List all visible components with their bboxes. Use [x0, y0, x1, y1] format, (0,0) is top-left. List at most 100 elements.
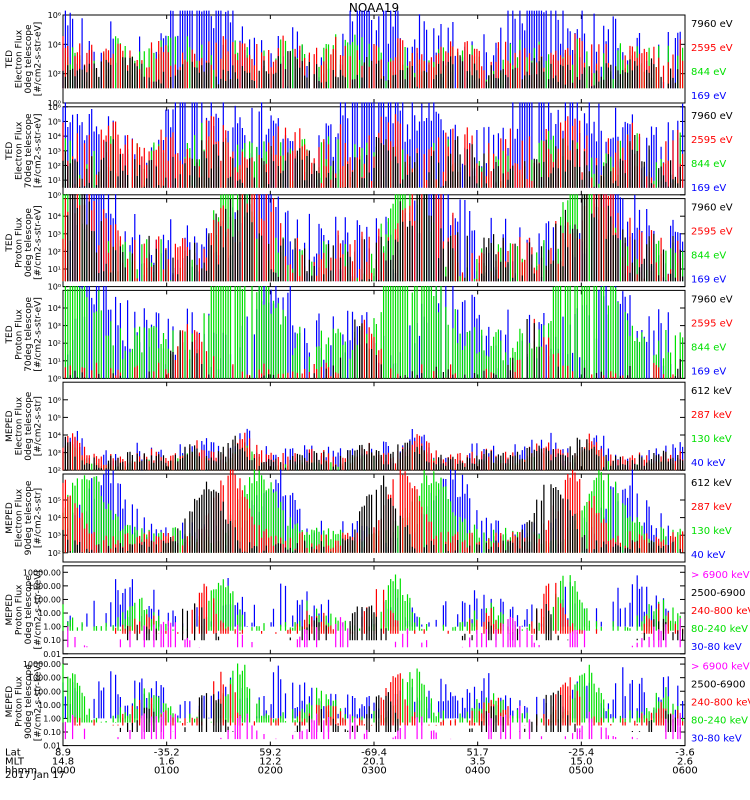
- ylabel-line: [#/cm2-s-str]: [34, 488, 44, 548]
- ytick-label: 10⁶: [48, 11, 61, 20]
- series-2595-ev: [64, 318, 681, 379]
- series-ticks: [127, 603, 684, 641]
- ylabel-line: MEPED: [5, 410, 15, 442]
- legend-entry: 844 eV: [691, 342, 726, 353]
- ylabel-line: [#/cm2-s-str]: [34, 396, 44, 456]
- panel-4: TED Proton Flux 70deg telescope [#/cm2-s-st…: [5, 286, 733, 383]
- legend-entry: 40 keV: [691, 458, 725, 469]
- ylabel-line: [#/cm2-s-str-eV]: [34, 114, 44, 189]
- ylabel-line: [#/cm2-s-str-eV]: [34, 22, 44, 97]
- ytick-label: 10³: [48, 230, 61, 239]
- ylabel-line: [#/cm2-s-str-eV]: [34, 205, 44, 280]
- ytick-label: 0.10: [43, 636, 61, 645]
- legend-entry: 844 eV: [691, 67, 726, 78]
- ytick-label: 10²: [48, 247, 61, 256]
- panel-7: MEPED Proton Flux 0deg telescope [#/cm2-s-s…: [5, 565, 750, 659]
- x-tick-lat: -3.6: [675, 748, 695, 759]
- legend-entry: 30-80 keV: [691, 642, 742, 653]
- ytick-label: 10⁰: [48, 191, 61, 200]
- panel-2: TED Electron Flux 70deg telescope [#/cm2-s-…: [5, 102, 733, 200]
- legend-entry: 2595 eV: [691, 227, 733, 238]
- ytick-label: 10²: [48, 549, 61, 558]
- ytick-label: 10⁴: [48, 431, 61, 440]
- ylabel-line: [#/cm2-s-str-eV]: [34, 297, 44, 372]
- x-tick-time: 0400: [465, 766, 490, 777]
- ytick-label: 100.00: [33, 687, 61, 696]
- legend-entry: 240-800 keV: [691, 606, 750, 617]
- ytick-label: 10⁶: [48, 396, 61, 405]
- x-tick-time: 0200: [258, 766, 283, 777]
- ylabel-line: Electron Flux: [15, 121, 25, 180]
- ytick-label: 10³: [48, 147, 61, 156]
- panel-ylabel: MEPED Proton Flux 90deg telescope [#/cm2-s-…: [5, 662, 44, 741]
- legend-entry: 612 keV: [691, 386, 732, 397]
- panel-ylabel: MEPED Electron Flux 0deg telescope [#/cm2-s…: [5, 391, 44, 461]
- panel-ylabel: TED Electron Flux 70deg telescope [#/cm2-s-…: [5, 113, 44, 188]
- x-tick-mlt: 14.8: [52, 757, 74, 768]
- legend-entry: 844 eV: [691, 159, 726, 170]
- legend-entry: 80-240 keV: [691, 624, 748, 635]
- ytick-label: 10⁵: [48, 413, 61, 422]
- series-ticks: [119, 690, 681, 732]
- legend-entry: 240-800 keV: [691, 698, 750, 709]
- ylabel-line: TED: [5, 325, 15, 344]
- ylabel-line: 0deg telescope: [24, 575, 34, 645]
- panel-ylabel: TED Proton Flux 70deg telescope [#/cm2-s-st…: [5, 297, 44, 372]
- panel-5: MEPED Electron Flux 0deg telescope [#/cm2-s…: [5, 381, 732, 475]
- x-tick-time: 0100: [154, 766, 179, 777]
- legend-entry: > 6900 keV: [691, 570, 750, 581]
- x-tick-lat: 59.2: [259, 748, 281, 759]
- ytick-label: 10⁴: [48, 40, 61, 49]
- ytick-label: 0.01: [43, 742, 61, 751]
- ylabel-line: 0deg telescope: [24, 391, 34, 461]
- ytick-label: 1000.00: [28, 674, 61, 683]
- legend-entry: 7960 eV: [691, 19, 733, 30]
- ytick-label: 10⁰: [48, 99, 61, 108]
- legend-entry: 169 eV: [691, 183, 726, 194]
- series-7960-ev: [62, 50, 679, 89]
- ytick-label: 10.00: [38, 609, 61, 618]
- legend-entry: 169 eV: [691, 275, 726, 286]
- legend-entry: 287 keV: [691, 410, 732, 421]
- x-tick-lat: -35.2: [154, 748, 180, 759]
- ylabel-line: Proton Flux: [15, 217, 25, 268]
- x-tick-time: 0500: [569, 766, 594, 777]
- series-7960-ev: [69, 319, 681, 379]
- ytick-label: 10⁴: [48, 304, 61, 313]
- ytick-label: 10³: [48, 531, 61, 540]
- legend-entry: 612 keV: [691, 478, 732, 489]
- ylabel-line: Electron Flux: [15, 396, 25, 455]
- ylabel-line: Proton Flux: [15, 676, 25, 727]
- series-30-80-kev: [67, 575, 669, 627]
- legend-entry: 2500-6900: [691, 680, 746, 691]
- ylabel-line: Electron Flux: [15, 488, 25, 547]
- ylabel-line: 70deg telescope: [24, 297, 34, 372]
- ytick-label: 10²: [48, 466, 61, 475]
- ylabel-line: 90deg telescope: [24, 664, 34, 739]
- ytick-label: 10²: [48, 70, 61, 79]
- ylabel-line: 70deg telescope: [24, 113, 34, 188]
- series-ticks: [64, 435, 684, 471]
- ytick-label: 10000.00: [23, 568, 61, 577]
- series-612-kev: [62, 475, 684, 553]
- legend-entry: 80-240 keV: [691, 716, 748, 727]
- ytick-label: 10⁴: [48, 212, 61, 221]
- x-tick-time: 0600: [672, 766, 697, 777]
- x-row-label: MLT: [5, 757, 25, 768]
- x-tick-mlt: 1.6: [159, 757, 175, 768]
- ylabel-line: TED: [5, 233, 15, 252]
- legend-entry: 2595 eV: [691, 135, 733, 146]
- series-ticks: [67, 575, 669, 627]
- x-tick-mlt: 2.6: [677, 757, 693, 768]
- series-ticks: [62, 475, 684, 553]
- ylabel-line: [#/cm2-s-str-keV]: [34, 570, 44, 649]
- ylabel-line: MEPED: [5, 502, 15, 534]
- ylabel-line: 0deg telescope: [24, 24, 34, 94]
- series-ticks: [67, 616, 681, 648]
- ylabel-line: Electron Flux: [15, 29, 25, 88]
- legend-entry: 2500-6900: [691, 588, 746, 599]
- ylabel-line: MEPED: [5, 594, 15, 626]
- x-row-label: Lat: [5, 748, 21, 759]
